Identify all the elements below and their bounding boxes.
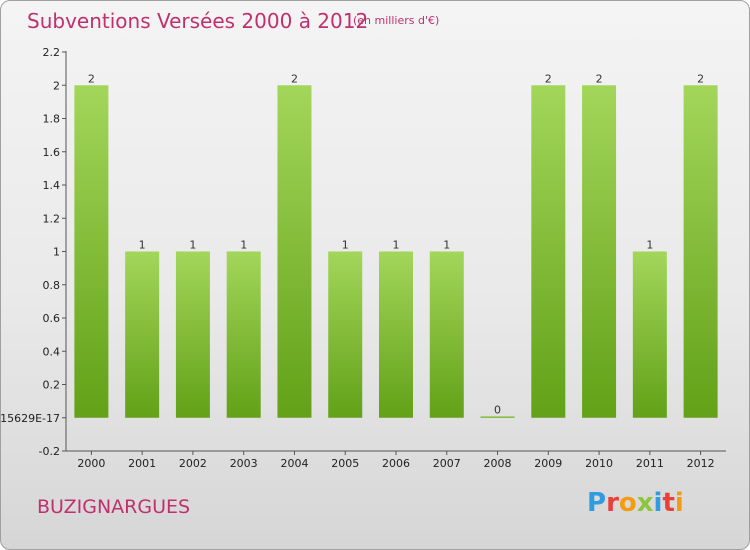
- logo-letter: o: [618, 488, 637, 518]
- bar: [226, 251, 261, 418]
- bar: [328, 251, 363, 418]
- data-label: 1: [189, 239, 196, 252]
- y-tick-label: 0.6: [43, 312, 61, 325]
- logo-letter: x: [636, 488, 654, 518]
- y-tick-label: 2.2: [43, 46, 61, 59]
- bar: [277, 85, 312, 418]
- y-tick-label: 0.8: [43, 279, 61, 292]
- x-tick-label: 2010: [585, 457, 613, 470]
- y-tick-label: 0.4: [43, 345, 61, 358]
- y-tick-label: -0.2: [39, 445, 60, 458]
- bar: [74, 85, 109, 418]
- bar-layer: [74, 85, 718, 418]
- axis-layer: 2.2 2 1.8 1.6 1.4 1.2 1 0.8 0.6 0.4 0.2 -1.15629E-1…: [1, 46, 726, 458]
- x-tick-label: 2001: [128, 457, 156, 470]
- bar: [175, 251, 210, 418]
- data-label: 1: [393, 239, 400, 252]
- data-label: 2: [697, 72, 704, 85]
- logo-letter: i: [674, 488, 684, 518]
- x-tick-label: 2000: [77, 457, 105, 470]
- y-tick-label: 2: [53, 79, 60, 92]
- data-label: 1: [139, 239, 146, 252]
- y-tick-label: 0.2: [43, 379, 61, 392]
- x-tick-label: 2003: [230, 457, 258, 470]
- bar: [480, 416, 515, 418]
- bar: [429, 251, 464, 418]
- logo-letter: r: [606, 488, 619, 518]
- x-tick-label: 2009: [534, 457, 562, 470]
- data-label: 1: [240, 239, 247, 252]
- x-tick-label: 2006: [382, 457, 410, 470]
- x-tick-label: 2005: [331, 457, 359, 470]
- data-label: 2: [545, 72, 552, 85]
- chart-unit: (en milliers d'€): [353, 14, 440, 27]
- data-label: 2: [291, 72, 298, 85]
- bar: [683, 85, 718, 418]
- logo-letter: P: [587, 488, 607, 518]
- logo-letter: i: [653, 488, 663, 518]
- x-tick-label: 2012: [687, 457, 715, 470]
- chart-title: Subventions Versées 2000 à 2012: [27, 9, 369, 33]
- y-tick-label: 1.2: [43, 212, 61, 225]
- y-tick-label: 1: [53, 246, 60, 259]
- data-label: 1: [646, 239, 653, 252]
- y-tick-label: 1.4: [43, 179, 61, 192]
- y-tick-label: -1.15629E-17: [1, 412, 60, 425]
- logo-letter: t: [662, 488, 675, 518]
- y-tick-label: 1.6: [43, 146, 61, 159]
- bar: [582, 85, 617, 418]
- x-tick-label: 2007: [433, 457, 461, 470]
- bar: [125, 251, 160, 418]
- bar: [379, 251, 413, 418]
- x-tick-label: 2002: [179, 457, 207, 470]
- x-tick-label: 2011: [636, 457, 664, 470]
- data-label: 1: [342, 239, 349, 252]
- data-label: 2: [88, 72, 95, 85]
- commune-name: BUZIGNARGUES: [37, 496, 191, 518]
- data-label: 2: [596, 72, 603, 85]
- bar: [531, 85, 566, 418]
- proxiti-logo[interactable]: Proxiti: [587, 488, 684, 518]
- x-tick-label: 2008: [484, 457, 512, 470]
- bar: [632, 251, 667, 418]
- label-layer: 2000 2 2001 1 2002 1 2003 1 2004 2 2005 1 2006 1 2007 1…: [77, 72, 714, 470]
- x-tick-label: 2004: [280, 457, 308, 470]
- data-label: 1: [443, 239, 450, 252]
- y-tick-label: 1.8: [43, 113, 61, 126]
- data-label: 0: [494, 403, 501, 416]
